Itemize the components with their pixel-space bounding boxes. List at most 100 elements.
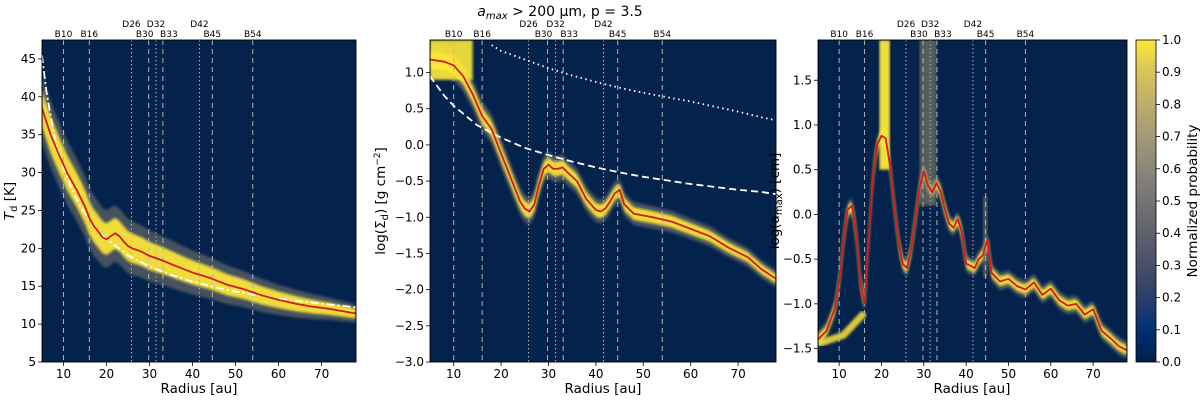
probability-band-outer <box>42 74 356 323</box>
y-tick-label: −2.5 <box>395 319 424 333</box>
axes-frame <box>817 39 1128 363</box>
ring-label-b33: B33 <box>560 30 578 40</box>
x-tick-label: 70 <box>1085 367 1100 381</box>
y-tick-label: 30 <box>21 166 36 180</box>
y-tick-label: 0.0 <box>793 207 812 221</box>
x-tick-label: 70 <box>314 367 329 381</box>
y-tick-label: 0.0 <box>405 138 424 152</box>
x-tick-label: 70 <box>730 367 745 381</box>
y-tick-label: −0.5 <box>783 252 812 266</box>
x-tick-label: 60 <box>271 367 286 381</box>
x-tick-label: 10 <box>446 367 461 381</box>
plot-contents <box>818 40 1127 362</box>
ring-label-b16: B16 <box>80 30 98 40</box>
ring-label-d42: D42 <box>594 20 612 30</box>
probability-branch <box>818 310 868 348</box>
x-tick-label: 40 <box>959 367 974 381</box>
ring-label-b45: B45 <box>204 30 222 40</box>
y-tick-label: 10 <box>21 317 36 331</box>
ring-label-d42: D42 <box>964 20 982 30</box>
median-curve <box>42 107 356 315</box>
ring-label-d32: D32 <box>921 20 939 30</box>
y-tick-label: 1.0 <box>405 66 424 80</box>
colorbar-tick-label: 0.8 <box>1162 97 1181 111</box>
axes-frame <box>41 39 357 363</box>
x-axis-label-max-grain-size: Radius [au] <box>934 381 1011 397</box>
ring-label-b45: B45 <box>977 30 995 40</box>
ring-label-b45: B45 <box>609 30 627 40</box>
y-tick-label: −3.0 <box>395 355 424 369</box>
y-tick-label: 5 <box>28 355 36 369</box>
x-tick-label: 20 <box>99 367 114 381</box>
reference-curve-dotted <box>491 44 776 122</box>
figure-title: amax > 200 μm, p = 3.5 <box>477 4 642 22</box>
plot-contents <box>42 40 356 362</box>
colorbar-tick-label: 0.3 <box>1162 258 1181 272</box>
colorbar-label: Normalized probability <box>1185 125 1200 278</box>
y-tick-label: 35 <box>21 128 36 142</box>
ring-label-d26: D26 <box>519 20 538 30</box>
y-tick-label: 20 <box>21 241 36 255</box>
ring-label-b30: B30 <box>535 30 553 40</box>
y-tick-label: 40 <box>21 90 36 104</box>
colorbar-tick-label: 0.7 <box>1162 130 1181 144</box>
x-axis-label-surface-density: Radius [au] <box>565 381 642 397</box>
panel-dust-temperature: 10 20 30 40 50 60 70 5 10 15 20 25 30 35 40 45 B10 B16 D26… <box>21 20 357 381</box>
ring-label-b33: B33 <box>934 30 952 40</box>
x-tick-label: 30 <box>916 367 931 381</box>
ring-label-b54: B54 <box>1017 30 1035 40</box>
x-tick-label: 50 <box>636 367 651 381</box>
ring-label-b10: B10 <box>55 30 73 40</box>
y-axis-label-temperature: Td [K] <box>2 182 20 220</box>
y-tick-label: −0.5 <box>395 174 424 188</box>
panel-max-grain-size: 10 20 30 40 50 60 70 −1.5 −1.0 −0.5 0.0 0.5 1.0 1.5 B1… <box>783 20 1128 381</box>
ring-label-d26: D26 <box>897 20 916 30</box>
probability-band-core <box>430 50 776 284</box>
y-tick-label: −2.0 <box>395 283 424 297</box>
ring-label-d32: D32 <box>147 20 165 30</box>
y-tick-label: 0.5 <box>793 163 812 177</box>
ring-label-b10: B10 <box>445 30 463 40</box>
ring-label-d26: D26 <box>122 20 141 30</box>
y-axis-label-max-grain-size: log(amax) [cm] <box>767 153 785 250</box>
probability-plume <box>919 40 937 206</box>
colorbar-tick-label: 1.0 <box>1162 33 1181 47</box>
y-tick-label: 15 <box>21 279 36 293</box>
plot-contents <box>430 40 776 362</box>
ring-label-b30: B30 <box>136 30 154 40</box>
x-tick-label: 50 <box>228 367 243 381</box>
axes-frame <box>429 39 777 363</box>
ring-label-d32: D32 <box>546 20 564 30</box>
y-tick-label: 1.0 <box>793 118 812 132</box>
median-curve <box>818 134 1127 352</box>
colorbar: Normalized probability 0.0 0.1 0.2 0.3 0.4 0.… <box>1135 33 1200 369</box>
reference-curve-dashed <box>430 75 776 195</box>
median-curve <box>430 58 776 280</box>
ring-label-b54: B54 <box>653 30 671 40</box>
y-tick-label: −1.0 <box>395 210 424 224</box>
y-tick-label: −1.5 <box>395 246 424 260</box>
colorbar-tick-label: 0.9 <box>1162 65 1181 79</box>
y-tick-label: −1.0 <box>783 297 812 311</box>
x-tick-label: 40 <box>588 367 603 381</box>
colorbar-tick-label: 0.2 <box>1162 291 1181 305</box>
ring-label-b33: B33 <box>160 30 178 40</box>
ring-label-b16: B16 <box>856 30 874 40</box>
y-tick-label: 0.5 <box>405 102 424 116</box>
y-tick-label: 1.5 <box>793 73 812 87</box>
colorbar-tick-label: 0.0 <box>1162 355 1181 369</box>
x-tick-label: 60 <box>683 367 698 381</box>
panel-dust-surface-density: 10 20 30 40 50 60 70 −3.0 −2.5 −2.0 −1.5 −1.0 −0.5 0.… <box>395 20 777 381</box>
colorbar-tick-label: 0.4 <box>1162 226 1181 240</box>
x-tick-label: 50 <box>1001 367 1016 381</box>
colorbar-tick-label: 0.6 <box>1162 162 1181 176</box>
colorbar-gradient <box>1135 39 1157 363</box>
x-tick-label: 20 <box>493 367 508 381</box>
ring-label-b10: B10 <box>830 30 848 40</box>
y-tick-label: 25 <box>21 203 36 217</box>
x-tick-label: 30 <box>142 367 157 381</box>
ring-label-b30: B30 <box>910 30 928 40</box>
y-tick-label: −1.5 <box>783 342 812 356</box>
ring-label-b16: B16 <box>473 30 491 40</box>
